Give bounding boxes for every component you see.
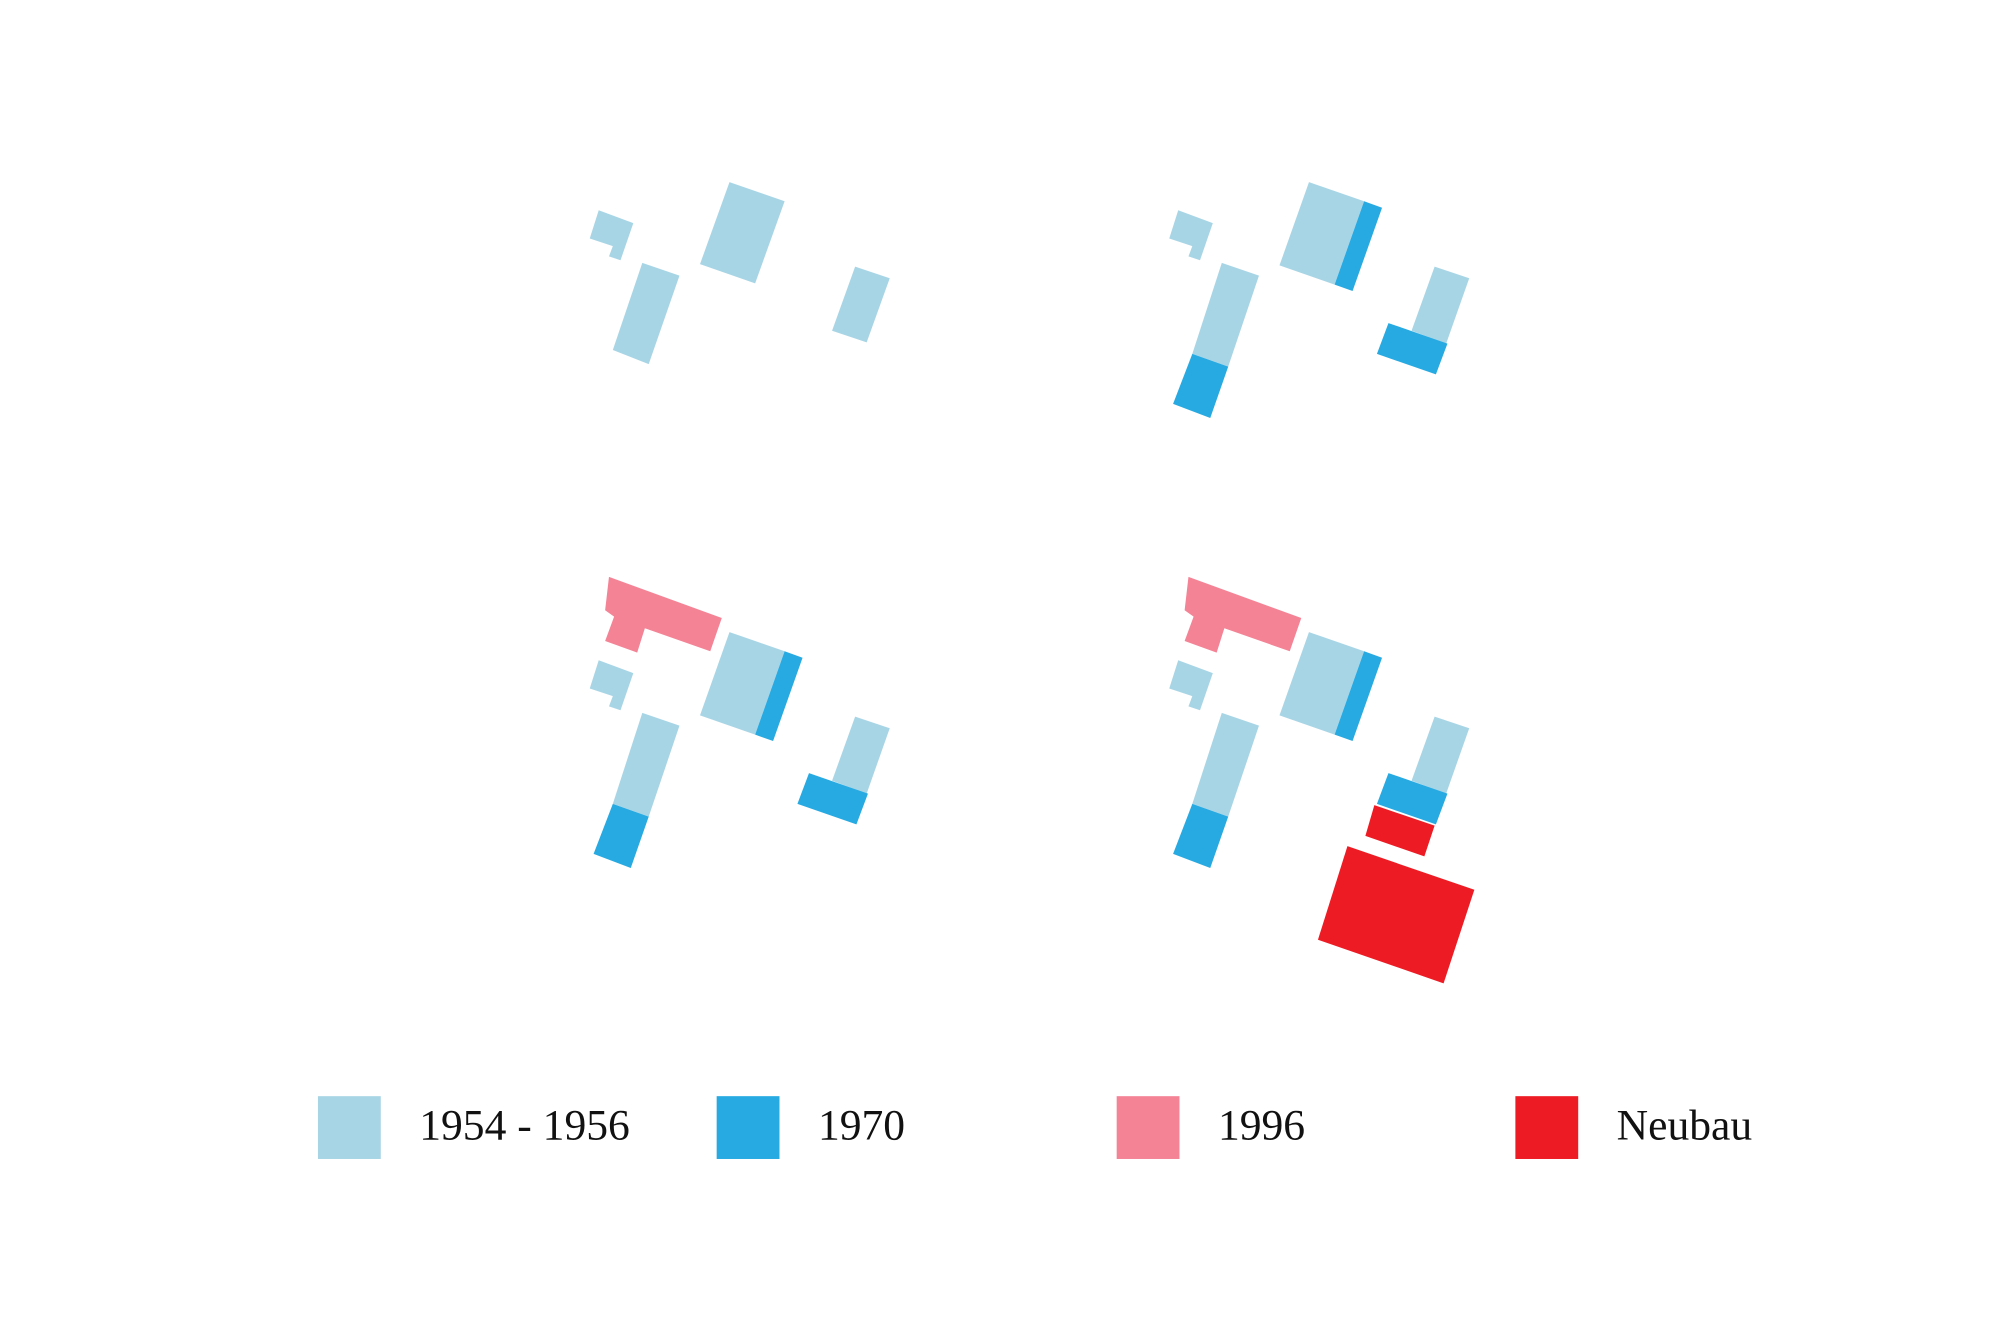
legend-label: 1996 <box>1218 1102 1305 1150</box>
legend-swatch <box>1515 1096 1579 1159</box>
legend-swatch <box>1116 1096 1180 1159</box>
legend-label: Neubau <box>1617 1102 1753 1150</box>
site-plan-1970 <box>1169 182 1470 418</box>
legend-swatch <box>317 1096 381 1159</box>
legend-label: 1970 <box>818 1102 905 1150</box>
site-plan-1954 <box>589 182 890 365</box>
site-plan-neubau <box>1169 576 1475 984</box>
legend-label: 1954 - 1956 <box>419 1102 630 1150</box>
legend: 1954 - 1956 1970 1996 Neubau <box>317 1096 1753 1159</box>
site-plan-1996 <box>589 576 890 868</box>
legend-swatch <box>716 1096 780 1159</box>
